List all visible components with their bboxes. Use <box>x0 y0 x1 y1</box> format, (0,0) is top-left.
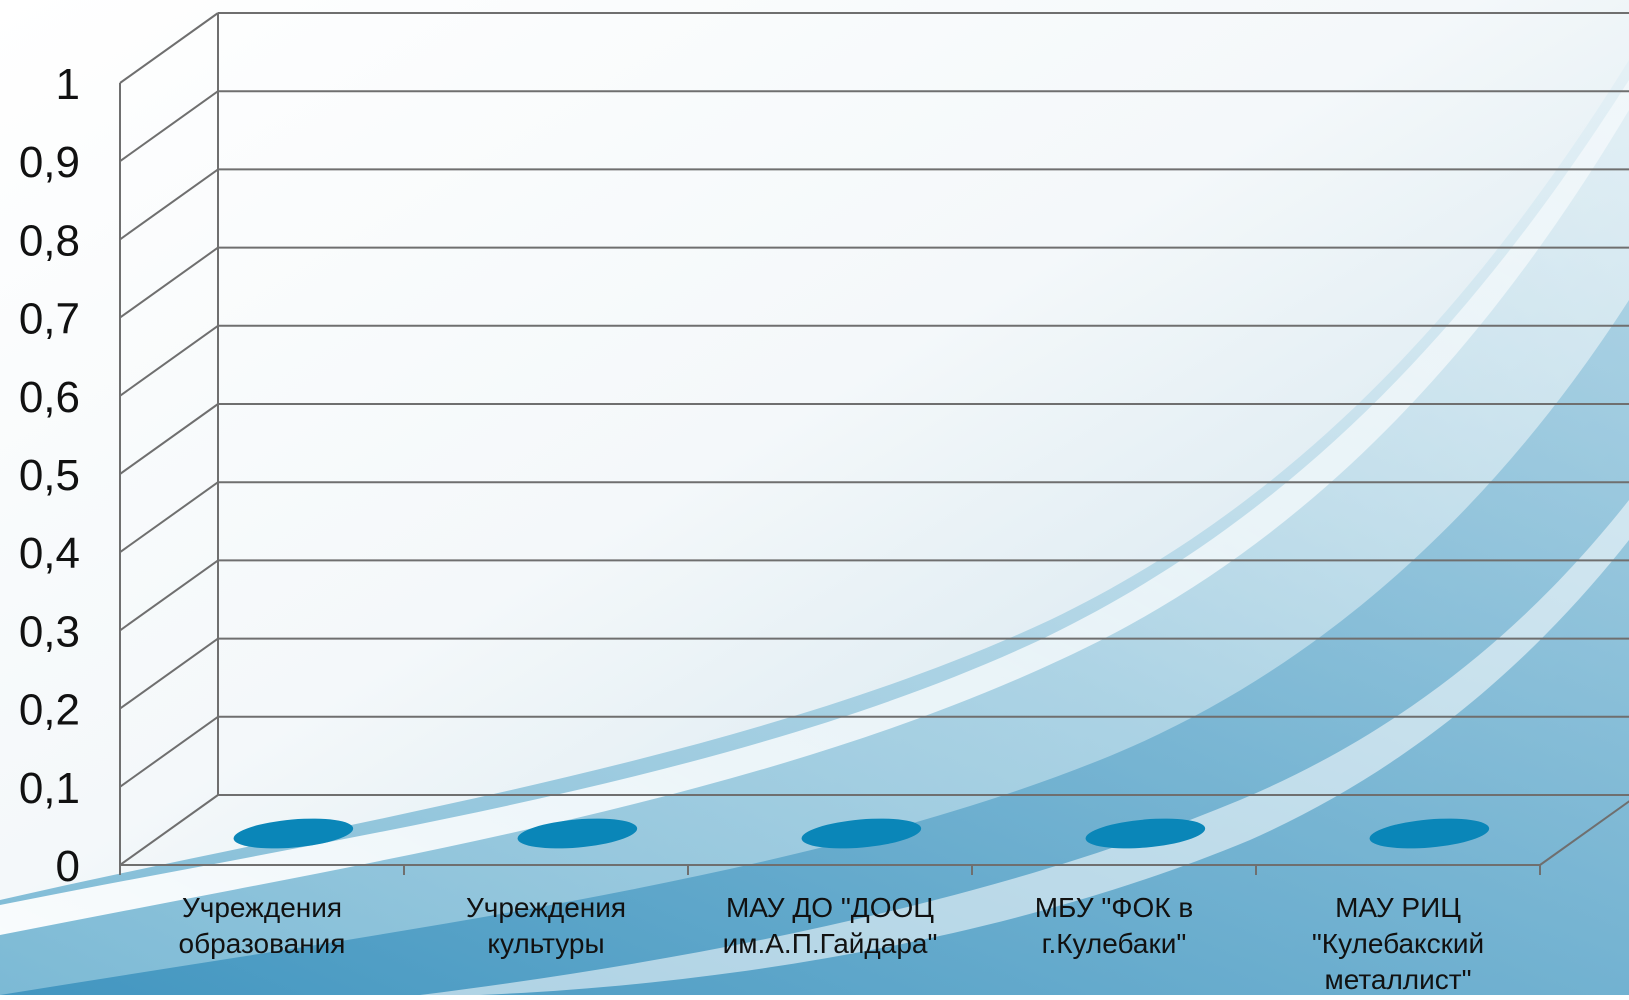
x-tick-label-line: культуры <box>487 928 604 959</box>
gridline-side <box>119 794 219 866</box>
x-axis-tick-labels: Учреждения образования Учреждения культуры М… <box>179 892 1485 995</box>
y-tick-label: 0,4 <box>19 529 80 578</box>
x-tick-label-line: МАУ РИЦ <box>1335 892 1461 923</box>
y-tick-label: 0,1 <box>19 764 80 813</box>
gridline-side <box>119 715 219 788</box>
bar-top <box>801 818 922 849</box>
gridline-side <box>119 403 219 475</box>
bar-top <box>1369 818 1490 849</box>
y-axis-tick-labels: 0 0,1 0,2 0,3 0,4 0,5 0,6 0,7 0,8 0,9 1 <box>19 60 80 891</box>
gridline-side <box>119 559 219 632</box>
x-tick-label-line: МАУ ДО "ДООЦ <box>726 892 934 923</box>
y-tick-label: 0 <box>56 842 80 891</box>
gridline-side <box>119 246 219 319</box>
x-tick-label-line: "Кулебакский <box>1312 928 1484 959</box>
x-tick-label-line: им.А.П.Гайдара" <box>723 928 938 959</box>
bar-top <box>233 818 354 849</box>
y-tick-label: 0,6 <box>19 373 80 422</box>
gridline-side <box>119 168 219 241</box>
y-tick-label: 0,5 <box>19 451 80 500</box>
x-tick-label: МАУ РИЦ "Кулебакский металлист" <box>1312 892 1484 995</box>
x-tick-label-line: г.Кулебаки" <box>1042 928 1187 959</box>
y-tick-label: 0,9 <box>19 138 80 187</box>
x-tick-label: Учреждения культуры <box>466 892 626 959</box>
bar-top <box>517 818 638 849</box>
gridline-side <box>119 90 219 163</box>
floor-right-edge <box>1539 800 1629 866</box>
y-tick-label: 0,8 <box>19 216 80 265</box>
x-tick-label: МАУ ДО "ДООЦ им.А.П.Гайдара" <box>723 892 938 959</box>
x-tick-label-line: металлист" <box>1324 964 1471 995</box>
chart-grid <box>119 12 1629 866</box>
chart-axes <box>119 13 1629 875</box>
x-tick-label-line: образования <box>179 928 346 959</box>
y-tick-label: 0,2 <box>19 686 80 735</box>
bar <box>1369 818 1490 849</box>
x-tick-label: МБУ "ФОК в г.Кулебаки" <box>1035 892 1194 959</box>
bar <box>801 818 922 849</box>
bar-top <box>1085 818 1206 849</box>
bar <box>233 818 354 849</box>
x-tick-label-line: Учреждения <box>182 892 342 923</box>
gridline-side <box>119 12 219 84</box>
x-tick-label-line: Учреждения <box>466 892 626 923</box>
bar <box>1085 818 1206 849</box>
y-tick-label: 0,3 <box>19 607 80 656</box>
gridline-side <box>119 481 219 554</box>
gridline-side <box>119 324 219 397</box>
chart-bars <box>233 818 1490 849</box>
bar <box>517 818 638 849</box>
x-tick-label-line: МБУ "ФОК в <box>1035 892 1194 923</box>
gridline-side <box>119 637 219 710</box>
y-tick-label: 0,7 <box>19 295 80 344</box>
y-tick-label: 1 <box>56 60 80 109</box>
x-tick-label: Учреждения образования <box>179 892 346 959</box>
